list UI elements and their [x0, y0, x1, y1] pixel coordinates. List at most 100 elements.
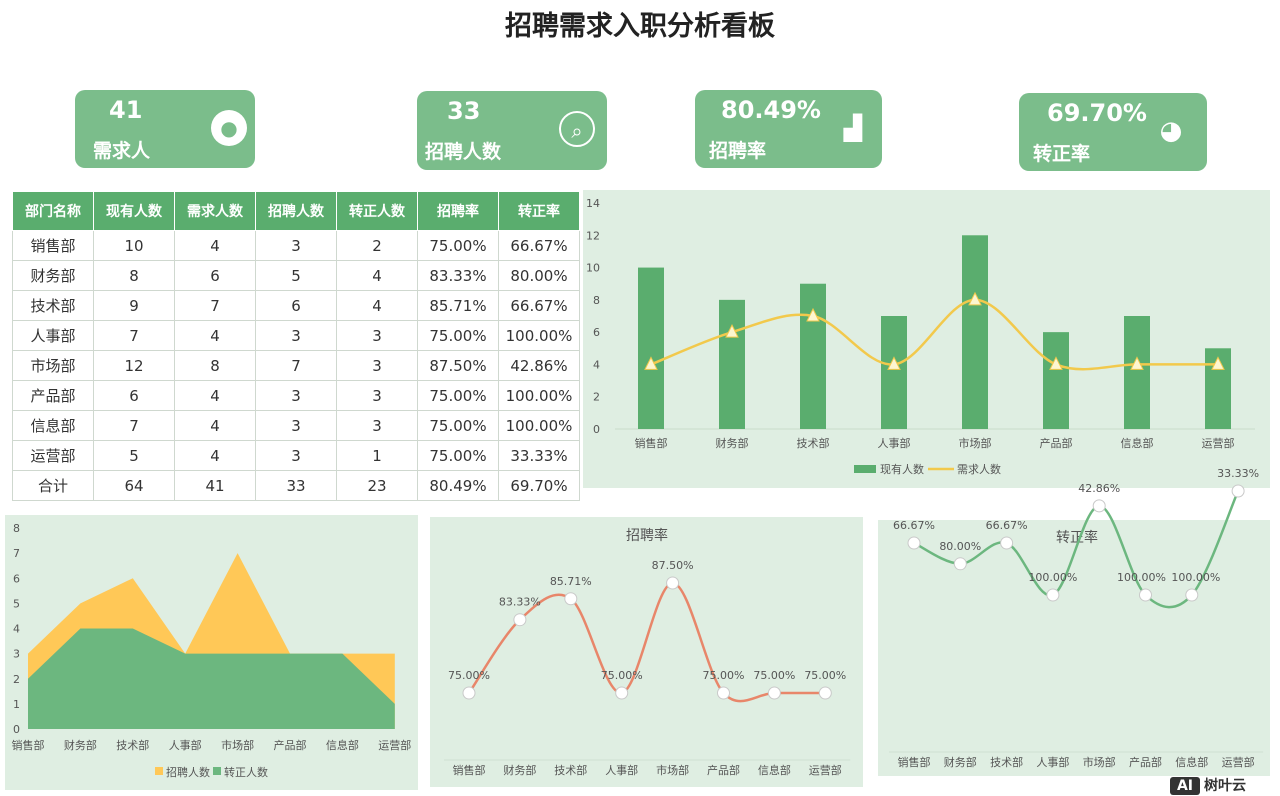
- rate-point: [953, 557, 967, 571]
- table-cell: 83.33%: [417, 260, 499, 291]
- y-tick-label: 14: [586, 197, 600, 210]
- bar-信息部: [1124, 316, 1150, 429]
- table-cell: 3: [255, 320, 337, 351]
- y-tick-label: 4: [593, 358, 600, 371]
- x-tick-label: 人事部: [605, 763, 638, 777]
- table-cell: 33.33%: [498, 440, 580, 471]
- data-label: 42.86%: [1078, 482, 1120, 495]
- data-label: 75.00%: [753, 669, 795, 682]
- search-person-icon: ⌕: [559, 111, 595, 147]
- y-tick-label: 0: [593, 423, 600, 436]
- rate-point: [907, 536, 921, 550]
- y-tick-label: 5: [13, 597, 20, 610]
- table-cell: 3: [255, 380, 337, 411]
- table-cell: 41: [174, 470, 256, 501]
- x-tick-label: 人事部: [1036, 755, 1069, 769]
- demand-point: [644, 356, 658, 370]
- bar-财务部: [719, 299, 745, 429]
- y-tick-label: 8: [13, 522, 20, 535]
- x-tick-label: 财务部: [716, 436, 749, 450]
- table-cell: 4: [174, 320, 256, 351]
- table-cell: 100.00%: [498, 320, 580, 351]
- x-tick-label: 信息部: [326, 738, 359, 752]
- column-header: 转正率: [498, 191, 580, 231]
- y-tick-label: 3: [13, 648, 20, 661]
- y-tick-label: 0: [13, 723, 20, 736]
- x-tick-label: 产品部: [274, 738, 307, 752]
- table-cell: 人事部: [12, 320, 94, 351]
- kpi-value: 41: [109, 96, 143, 124]
- table-cell: 75.00%: [417, 320, 499, 351]
- legend-label: 转正人数: [224, 765, 268, 779]
- data-label: 33.33%: [1217, 467, 1259, 480]
- pie-chart-icon: ◕: [1159, 116, 1183, 146]
- table-cell: 7: [255, 350, 337, 381]
- table-cell: 财务部: [12, 260, 94, 291]
- data-label: 75.00%: [601, 669, 643, 682]
- data-label: 75.00%: [804, 669, 846, 682]
- department-table: 部门名称 现有人数 需求人数 招聘人数 转正人数 招聘率 转正率 销售部 10 4 3…: [12, 191, 580, 501]
- table-cell: 4: [174, 410, 256, 441]
- table-cell: 3: [255, 410, 337, 441]
- column-header: 需求人数: [174, 191, 256, 231]
- table-row: 产品部 6 4 3 3 75.00% 100.00%: [12, 380, 580, 411]
- x-tick-label: 产品部: [1040, 436, 1073, 450]
- x-tick-label: 市场部: [1083, 755, 1116, 769]
- data-label: 87.50%: [652, 559, 694, 572]
- watermark-text: 树叶云: [1204, 778, 1246, 794]
- legend-swatch-bar: [854, 465, 876, 473]
- person-icon: ●: [211, 110, 247, 146]
- kpi-conversion-rate: 69.70% 转正率 ◕: [1019, 93, 1207, 171]
- table-cell: 运营部: [12, 440, 94, 471]
- x-tick-label: 技术部: [990, 755, 1023, 769]
- table-cell: 5: [255, 260, 337, 291]
- table-cell: 85.71%: [417, 290, 499, 321]
- y-tick-label: 10: [586, 262, 600, 275]
- table-cell: 3: [336, 350, 418, 381]
- rate-line: [467, 581, 826, 703]
- data-label: 75.00%: [448, 669, 490, 682]
- y-tick-label: 12: [586, 229, 600, 242]
- x-tick-label: 运营部: [1202, 436, 1235, 450]
- x-tick-label: 技术部: [797, 436, 830, 450]
- x-tick-label: 财务部: [64, 738, 97, 752]
- table-cell: 75.00%: [417, 230, 499, 261]
- rate-point: [564, 592, 578, 606]
- rate-point: [767, 686, 781, 700]
- x-tick-label: 财务部: [503, 763, 536, 777]
- x-tick-label: 销售部: [453, 763, 486, 777]
- table-cell: 销售部: [12, 230, 94, 261]
- table-cell: 4: [174, 380, 256, 411]
- legend-label: 需求人数: [957, 463, 1001, 476]
- chart-title: 招聘率: [626, 527, 668, 544]
- y-tick-label: 6: [593, 326, 600, 339]
- kpi-hired: 33 招聘人数 ⌕: [417, 91, 607, 170]
- table-row: 信息部 7 4 3 3 75.00% 100.00%: [12, 410, 580, 441]
- demand-point: [806, 307, 820, 322]
- data-label: 66.67%: [893, 519, 935, 532]
- x-tick-label: 人事部: [878, 436, 911, 450]
- table-cell: 市场部: [12, 350, 94, 381]
- chart-title: 转正率: [1056, 529, 1098, 546]
- kpi-hire-rate: 80.49% 招聘率 ▟: [695, 90, 882, 168]
- legend-swatch: [213, 767, 221, 775]
- x-tick-label: 运营部: [1222, 755, 1255, 769]
- rate-point: [1231, 484, 1245, 498]
- kpi-label: 招聘人数: [425, 141, 502, 163]
- bar-chart-icon: ▟: [843, 114, 863, 142]
- x-tick-label: 信息部: [1121, 436, 1154, 450]
- table-cell: 2: [336, 230, 418, 261]
- table-cell: 75.00%: [417, 380, 499, 411]
- data-label: 100.00%: [1028, 571, 1077, 584]
- table-cell: 42.86%: [498, 350, 580, 381]
- data-label: 80.00%: [939, 540, 981, 553]
- kpi-value: 69.70%: [1047, 99, 1147, 127]
- table-row: 财务部 8 6 5 4 83.33% 80.00%: [12, 260, 580, 291]
- rate-point: [1185, 588, 1199, 602]
- x-tick-label: 技术部: [554, 763, 587, 777]
- rate-point: [1139, 588, 1152, 602]
- table-cell: 80.00%: [498, 260, 580, 291]
- bar-人事部: [881, 316, 907, 429]
- legend-swatch: [155, 767, 163, 775]
